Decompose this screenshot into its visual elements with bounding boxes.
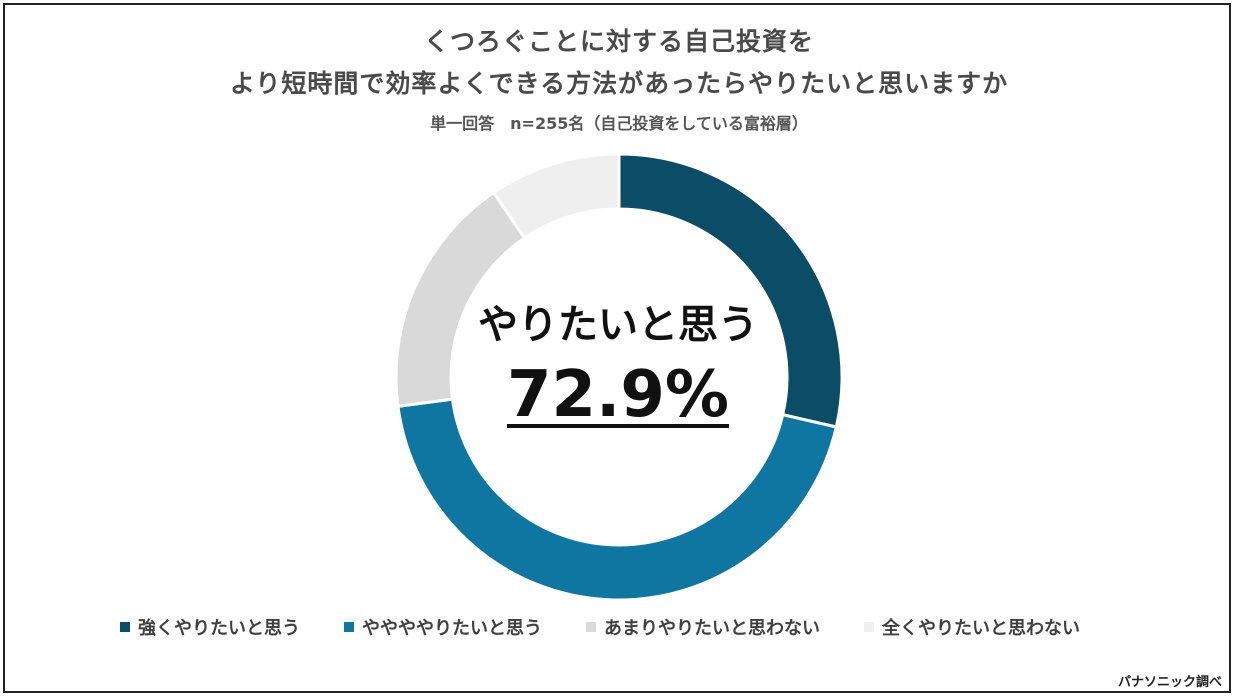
donut-slice: [491, 152, 621, 241]
legend-item: 強くやりたいと思う: [120, 614, 300, 640]
chart-title-line2: より短時間で効率よくできる方法があったらやりたいと思いますか: [229, 69, 1009, 98]
legend-label: 強くやりたいと思う: [138, 618, 300, 639]
center-value-text: 72.9%: [506, 358, 730, 432]
legend-swatch: [586, 622, 596, 632]
legend-label: ややややりたいと思う: [362, 618, 542, 639]
donut-slice: [617, 152, 844, 429]
legend-swatch: [864, 622, 874, 632]
legend-swatch: [120, 622, 130, 632]
source-note: パナソニック調べ: [1117, 675, 1222, 690]
legend-item: ややややりたいと思う: [344, 614, 542, 640]
legend-label: 全くやりたいと思わない: [882, 618, 1080, 639]
chart-subtitle: 単一回答 n=255名（自己投資をしている富裕層）: [430, 114, 808, 133]
chart-title-line1: くつろぐことに対する自己投資を: [423, 27, 814, 56]
legend-item: 全くやりたいと思わない: [864, 614, 1080, 640]
legend-swatch: [344, 622, 354, 632]
center-value: 72.9%: [418, 358, 818, 432]
donut-slice: [396, 397, 839, 602]
legend-label: あまりやりたいと思わない: [604, 618, 820, 639]
legend-item: あまりやりたいと思わない: [586, 614, 820, 640]
center-label: やりたいと思う: [478, 302, 758, 348]
legend: 強くやりたいと思う ややややりたいと思う あまりやりたいと思わない 全くやりたい…: [120, 614, 1080, 640]
